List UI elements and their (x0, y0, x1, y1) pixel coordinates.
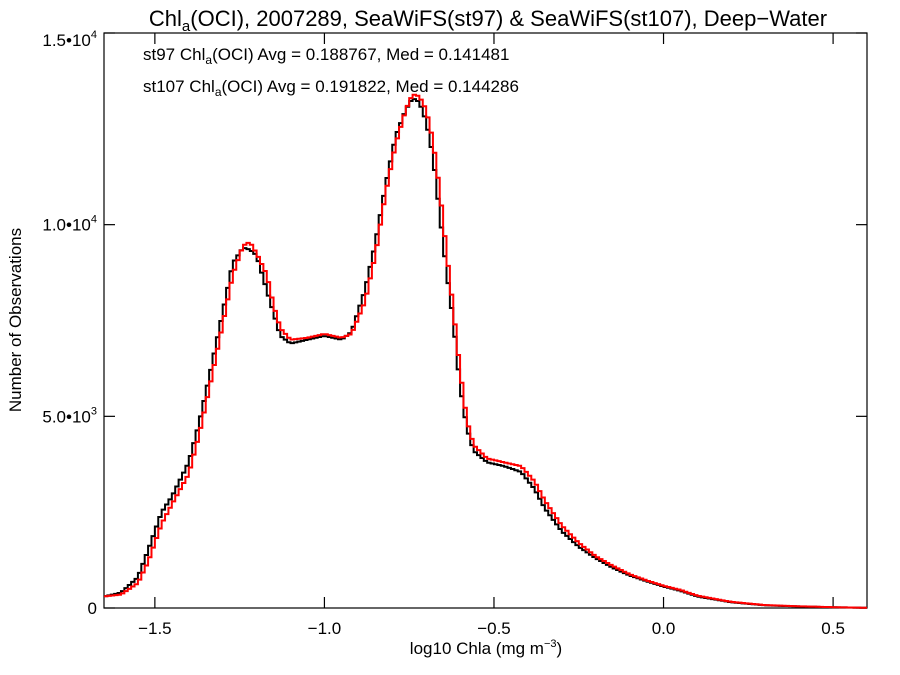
x-axis-label-sup: −3 (544, 638, 557, 650)
y-tick-label-exp: 3 (91, 405, 97, 417)
y-tick-label-base: 1.5•10 (42, 31, 91, 50)
x-tick-label: −1.0 (308, 619, 342, 638)
legend-st97-prefix: st97 Chl (143, 45, 205, 64)
series-line-st97 (104, 98, 867, 609)
series-layer (104, 93, 867, 609)
legend-st107-suffix: (OCI) Avg = 0.191822, Med = 0.144286 (222, 77, 519, 96)
legend-st97-suffix: (OCI) Avg = 0.188767, Med = 0.141481 (212, 45, 509, 64)
legend-st107-prefix: st107 Chl (143, 77, 215, 96)
plot-frame (103, 32, 868, 609)
y-tick-label: 1.5•104 (42, 29, 97, 50)
chart-title-sub: a (182, 18, 191, 35)
y-axis-label: Number of Observations (6, 228, 25, 412)
x-axis-ticks: −1.5 −1.0 −0.5 0.0 0.5 (138, 33, 845, 638)
x-axis-label-main: log10 Chla (mg m (410, 639, 544, 658)
chart-title-prefix: Chl (149, 6, 182, 31)
y-tick-label-base: 5.0•10 (42, 407, 91, 426)
x-axis-label: log10 Chla (mg m−3) (410, 638, 562, 658)
y-tick-label: 1.0•104 (42, 214, 97, 235)
y-tick-label-base: 0 (88, 599, 97, 618)
x-tick-label: 0.5 (821, 619, 845, 638)
y-tick-label-exp: 4 (91, 214, 97, 226)
x-tick-label: 0.0 (652, 619, 676, 638)
y-tick-label-base: 1.0•10 (42, 216, 91, 235)
legend-entry-st97: st97 Chla(OCI) Avg = 0.188767, Med = 0.1… (143, 45, 509, 67)
x-axis-label-end: ) (557, 639, 563, 658)
y-tick-label: 0 (88, 599, 97, 618)
x-tick-label: −1.5 (138, 619, 172, 638)
x-tick-label: −0.5 (477, 619, 511, 638)
legend-st107-sub: a (215, 85, 222, 99)
legend-entry-st107: st107 Chla(OCI) Avg = 0.191822, Med = 0.… (143, 77, 519, 99)
chart-title-suffix: (OCI), 2007289, SeaWiFS(st97) & SeaWiFS(… (190, 6, 827, 31)
chart-title: Chla(OCI), 2007289, SeaWiFS(st97) & SeaW… (149, 6, 827, 35)
legend-st97-sub: a (205, 53, 212, 67)
y-tick-label: 5.0•103 (42, 405, 97, 426)
y-tick-label-exp: 4 (91, 29, 97, 41)
series-line-st107 (104, 93, 867, 609)
legend: st97 Chla(OCI) Avg = 0.188767, Med = 0.1… (143, 45, 519, 99)
